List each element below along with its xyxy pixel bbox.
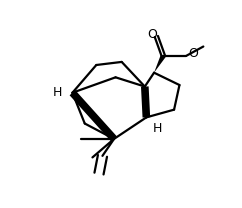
- Polygon shape: [154, 54, 166, 73]
- Text: H: H: [53, 86, 62, 99]
- Text: O: O: [147, 28, 157, 41]
- Text: H: H: [152, 123, 162, 135]
- Text: O: O: [188, 47, 198, 60]
